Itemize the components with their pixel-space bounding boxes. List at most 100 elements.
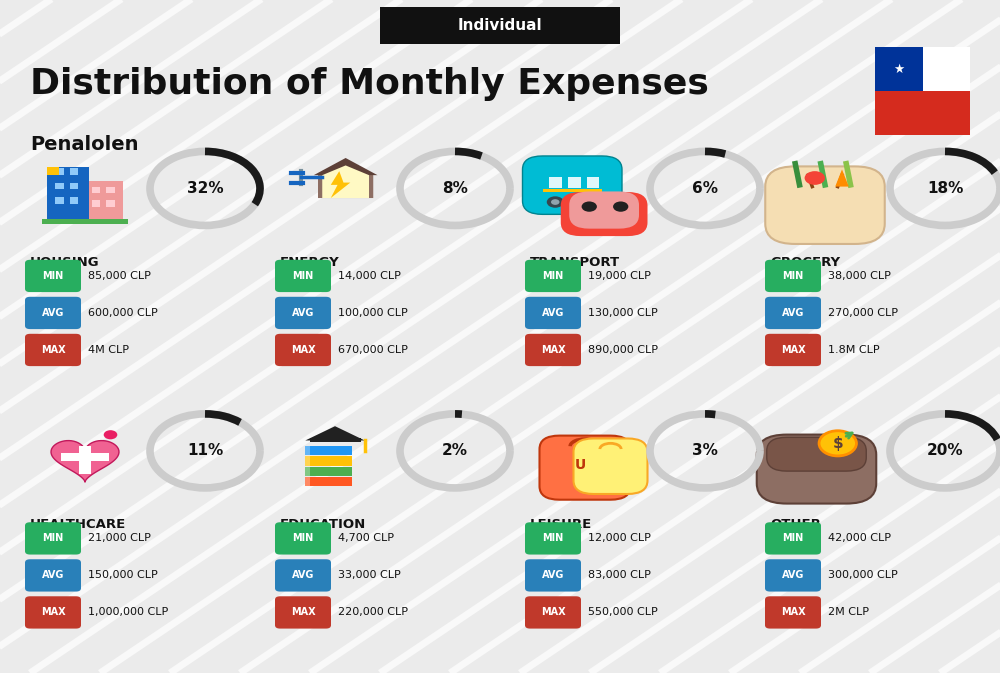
Bar — [922, 47, 970, 91]
FancyBboxPatch shape — [25, 559, 81, 592]
Text: ENERGY: ENERGY — [280, 256, 340, 269]
Text: 33,000 CLP: 33,000 CLP — [338, 571, 401, 580]
Text: 100,000 CLP: 100,000 CLP — [338, 308, 408, 318]
Text: 8%: 8% — [442, 181, 468, 196]
FancyBboxPatch shape — [525, 559, 581, 592]
Circle shape — [613, 201, 628, 212]
Polygon shape — [835, 170, 849, 186]
Text: 130,000 CLP: 130,000 CLP — [588, 308, 658, 318]
Text: GROCERY: GROCERY — [770, 256, 840, 269]
Bar — [79, 446, 91, 474]
Circle shape — [583, 197, 600, 208]
Text: 150,000 CLP: 150,000 CLP — [88, 571, 158, 580]
FancyBboxPatch shape — [574, 439, 648, 494]
Text: LEISURE: LEISURE — [530, 518, 592, 531]
Text: AVG: AVG — [292, 308, 314, 318]
Bar — [543, 189, 602, 192]
Text: MAX: MAX — [541, 345, 565, 355]
Bar — [568, 177, 581, 188]
Text: HOUSING: HOUSING — [30, 256, 100, 269]
Text: MAX: MAX — [781, 345, 805, 355]
FancyBboxPatch shape — [25, 522, 81, 555]
Text: U: U — [575, 458, 586, 472]
FancyBboxPatch shape — [275, 297, 331, 329]
Text: OTHER: OTHER — [770, 518, 821, 531]
Text: AVG: AVG — [292, 571, 314, 580]
FancyBboxPatch shape — [561, 192, 648, 236]
Bar — [70, 197, 78, 204]
Text: EDUCATION: EDUCATION — [280, 518, 366, 531]
Text: AVG: AVG — [782, 308, 804, 318]
Bar — [106, 200, 115, 207]
Text: MAX: MAX — [541, 608, 565, 617]
Text: 890,000 CLP: 890,000 CLP — [588, 345, 658, 355]
Text: MAX: MAX — [41, 345, 65, 355]
Text: AVG: AVG — [542, 571, 564, 580]
Bar — [305, 446, 352, 456]
Bar — [305, 467, 310, 476]
Circle shape — [805, 171, 825, 185]
Text: Individual: Individual — [458, 17, 542, 33]
Text: 21,000 CLP: 21,000 CLP — [88, 534, 151, 543]
Circle shape — [588, 199, 596, 205]
Text: 1.8M CLP: 1.8M CLP — [828, 345, 880, 355]
Text: MAX: MAX — [41, 608, 65, 617]
Bar — [55, 197, 64, 204]
Bar — [92, 200, 100, 207]
FancyBboxPatch shape — [25, 260, 81, 292]
FancyBboxPatch shape — [765, 596, 821, 629]
Text: 12,000 CLP: 12,000 CLP — [588, 534, 651, 543]
FancyBboxPatch shape — [275, 334, 331, 366]
Text: 18%: 18% — [927, 181, 963, 196]
Bar — [310, 437, 360, 441]
Text: 85,000 CLP: 85,000 CLP — [88, 271, 151, 281]
FancyBboxPatch shape — [765, 297, 821, 329]
Text: MIN: MIN — [782, 271, 804, 281]
FancyBboxPatch shape — [275, 260, 331, 292]
Bar — [549, 177, 562, 188]
Text: MIN: MIN — [42, 534, 64, 543]
Circle shape — [819, 431, 856, 456]
Bar — [70, 182, 78, 190]
Text: 270,000 CLP: 270,000 CLP — [828, 308, 898, 318]
Text: 19,000 CLP: 19,000 CLP — [588, 271, 651, 281]
Text: MAX: MAX — [781, 608, 805, 617]
Bar — [587, 177, 599, 188]
FancyBboxPatch shape — [540, 435, 631, 499]
Text: 4,700 CLP: 4,700 CLP — [338, 534, 394, 543]
FancyBboxPatch shape — [765, 260, 821, 292]
Text: 6%: 6% — [692, 181, 718, 196]
Bar — [305, 477, 352, 486]
Text: ★: ★ — [893, 63, 904, 75]
Bar — [875, 47, 922, 91]
Circle shape — [547, 197, 564, 208]
FancyBboxPatch shape — [525, 596, 581, 629]
Text: AVG: AVG — [782, 571, 804, 580]
Text: 550,000 CLP: 550,000 CLP — [588, 608, 658, 617]
Text: Distribution of Monthly Expenses: Distribution of Monthly Expenses — [30, 67, 709, 102]
Text: 42,000 CLP: 42,000 CLP — [828, 534, 891, 543]
Text: AVG: AVG — [42, 308, 64, 318]
Bar — [55, 168, 64, 175]
FancyBboxPatch shape — [765, 166, 885, 244]
Text: 300,000 CLP: 300,000 CLP — [828, 571, 898, 580]
Polygon shape — [314, 158, 378, 175]
Text: HEALTHCARE: HEALTHCARE — [30, 518, 126, 531]
Polygon shape — [51, 441, 119, 482]
Bar — [89, 181, 123, 224]
Text: TRANSPORT: TRANSPORT — [530, 256, 620, 269]
Text: AVG: AVG — [42, 571, 64, 580]
Text: MIN: MIN — [292, 534, 314, 543]
Bar — [42, 219, 128, 224]
Text: 2%: 2% — [442, 444, 468, 458]
Text: 14,000 CLP: 14,000 CLP — [338, 271, 401, 281]
Bar — [305, 446, 310, 456]
Bar — [305, 467, 352, 476]
FancyBboxPatch shape — [380, 7, 620, 44]
Text: MIN: MIN — [782, 534, 804, 543]
Polygon shape — [305, 426, 365, 440]
Bar — [70, 168, 78, 175]
FancyBboxPatch shape — [275, 522, 331, 555]
FancyBboxPatch shape — [569, 191, 639, 229]
Text: MAX: MAX — [291, 608, 315, 617]
